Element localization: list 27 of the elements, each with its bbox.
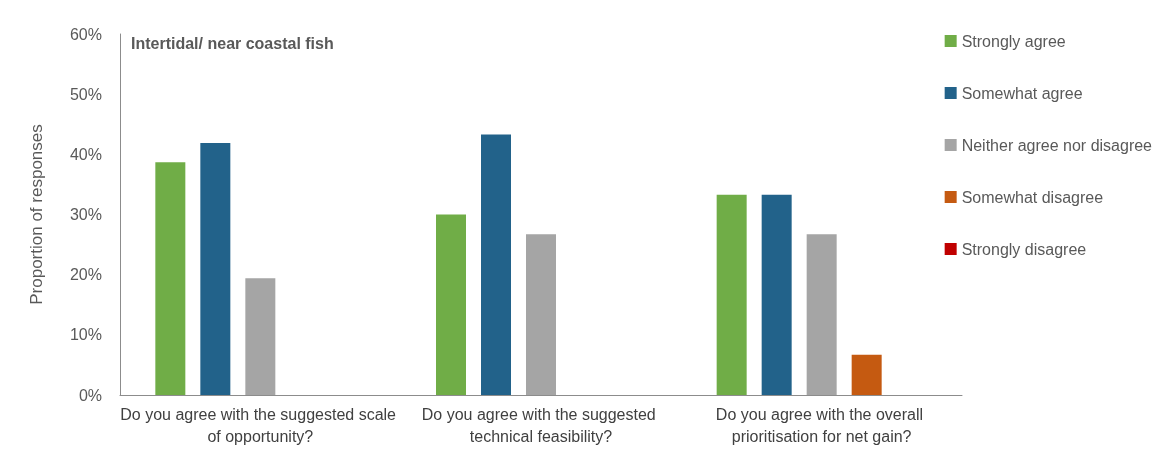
bar (716, 194, 747, 395)
bar (245, 278, 276, 395)
y-tick-label: 0% (78, 386, 102, 404)
bar (526, 234, 556, 395)
legend-label: Strongly agree (961, 32, 1066, 50)
y-tick-label: 10% (69, 326, 102, 344)
y-tick-label: 20% (69, 266, 102, 284)
bar (481, 134, 511, 395)
legend-label: Neither agree nor disagree (961, 136, 1153, 154)
y-tick-label: 50% (69, 85, 102, 103)
chart-title: Intertidal/ near coastal fish (131, 34, 334, 52)
legend-label: Strongly disagree (961, 240, 1087, 258)
bar (851, 354, 882, 395)
legend-label: Somewhat disagree (961, 188, 1104, 206)
y-tick-label: 30% (69, 206, 102, 223)
bar (155, 162, 186, 395)
x-tick-label: Do you agree with the suggested technical feasibility? (421, 405, 661, 445)
y-tick-label: 40% (69, 145, 102, 163)
x-tick-label: Do you agree with the suggested scale of opportunity? (120, 405, 401, 445)
bar (761, 194, 792, 395)
x-tick-label: Do you agree with the overall prioritisation for net gain? (715, 405, 928, 445)
bar (436, 214, 466, 395)
y-tick-label: 60% (69, 25, 102, 43)
bar (200, 142, 231, 395)
legend-label: Somewhat agree (961, 84, 1083, 102)
bar (806, 234, 837, 395)
y-axis-title: Proportion of responses (27, 124, 46, 305)
